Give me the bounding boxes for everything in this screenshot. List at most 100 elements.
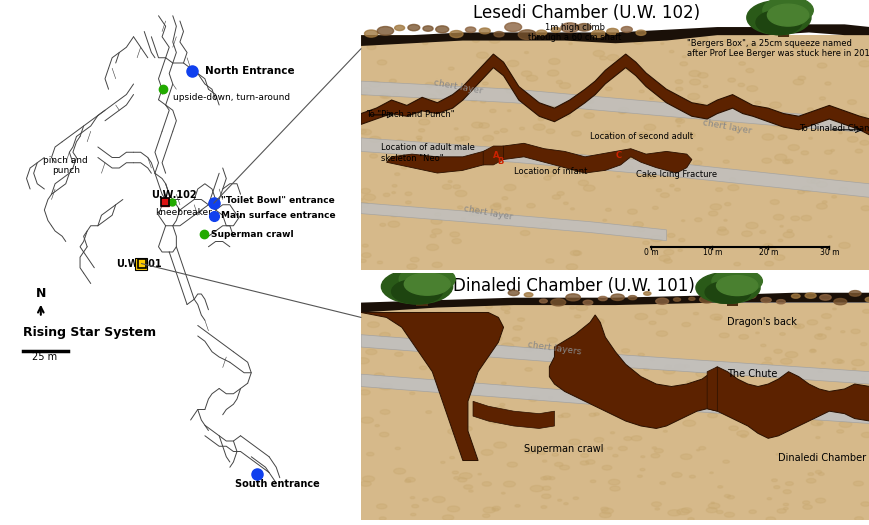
Circle shape [741, 231, 752, 237]
Circle shape [578, 98, 590, 104]
Circle shape [395, 111, 400, 113]
Polygon shape [548, 315, 869, 438]
Circle shape [663, 259, 672, 263]
Circle shape [547, 167, 558, 173]
Circle shape [637, 475, 641, 477]
Circle shape [501, 306, 510, 311]
Circle shape [605, 208, 611, 211]
Circle shape [360, 481, 371, 486]
Circle shape [380, 93, 390, 99]
Circle shape [675, 118, 681, 122]
Circle shape [649, 359, 653, 361]
Circle shape [405, 477, 415, 482]
Circle shape [448, 343, 455, 346]
Circle shape [500, 403, 504, 406]
Circle shape [504, 88, 507, 90]
Circle shape [573, 497, 578, 499]
Circle shape [790, 216, 799, 220]
Circle shape [746, 294, 755, 298]
Circle shape [501, 197, 507, 200]
Circle shape [832, 308, 835, 310]
Text: 30 m: 30 m [819, 248, 838, 257]
Polygon shape [361, 54, 869, 135]
Circle shape [583, 185, 594, 191]
Circle shape [676, 509, 689, 515]
Circle shape [740, 435, 746, 437]
Circle shape [709, 472, 713, 474]
Text: "Toilet Bowl" entrance: "Toilet Bowl" entrance [221, 196, 335, 205]
Circle shape [448, 67, 454, 70]
Circle shape [755, 10, 801, 35]
Circle shape [513, 326, 521, 330]
Circle shape [651, 502, 660, 507]
Text: N: N [36, 287, 46, 300]
Circle shape [681, 56, 686, 58]
Circle shape [568, 439, 580, 445]
Circle shape [734, 107, 741, 110]
Circle shape [457, 206, 462, 209]
Circle shape [730, 295, 741, 300]
Circle shape [706, 384, 717, 389]
Circle shape [588, 355, 598, 359]
Circle shape [802, 505, 812, 509]
Circle shape [850, 329, 859, 333]
Circle shape [559, 384, 568, 388]
Circle shape [819, 97, 825, 100]
Text: 0 m: 0 m [643, 248, 658, 257]
Circle shape [652, 206, 658, 209]
Circle shape [865, 297, 869, 302]
Text: Dragon's back: Dragon's back [726, 317, 797, 328]
Circle shape [358, 202, 368, 207]
Circle shape [504, 23, 521, 32]
Circle shape [620, 349, 629, 353]
Circle shape [816, 423, 820, 425]
Circle shape [489, 109, 495, 113]
Circle shape [536, 30, 546, 36]
Circle shape [356, 358, 368, 364]
Circle shape [719, 333, 728, 338]
Circle shape [557, 415, 562, 417]
Circle shape [361, 88, 371, 93]
Circle shape [764, 358, 771, 361]
Polygon shape [361, 374, 869, 424]
Circle shape [482, 507, 494, 513]
Circle shape [395, 140, 403, 144]
Circle shape [476, 52, 488, 58]
Circle shape [817, 334, 821, 337]
Circle shape [489, 419, 500, 424]
Circle shape [432, 162, 435, 164]
Circle shape [722, 160, 728, 163]
Circle shape [406, 322, 418, 328]
Circle shape [607, 55, 618, 61]
Circle shape [710, 502, 713, 503]
Polygon shape [361, 24, 869, 46]
Circle shape [687, 518, 693, 521]
Circle shape [784, 395, 793, 399]
Circle shape [797, 76, 805, 80]
Polygon shape [482, 146, 503, 165]
Circle shape [487, 153, 494, 157]
Circle shape [594, 437, 603, 442]
Circle shape [845, 41, 848, 43]
Circle shape [762, 244, 772, 249]
Circle shape [490, 335, 501, 341]
Circle shape [456, 156, 464, 160]
Circle shape [631, 436, 641, 441]
Circle shape [800, 186, 812, 192]
Circle shape [779, 225, 782, 227]
Text: chert layer: chert layer [462, 204, 513, 222]
Circle shape [860, 206, 869, 211]
Circle shape [395, 352, 402, 356]
Circle shape [580, 461, 588, 465]
Circle shape [463, 442, 468, 444]
Circle shape [429, 235, 435, 238]
Circle shape [360, 198, 363, 201]
Circle shape [695, 371, 707, 377]
Circle shape [389, 79, 396, 83]
Circle shape [848, 290, 860, 296]
Circle shape [583, 113, 594, 118]
Circle shape [846, 116, 856, 121]
Circle shape [463, 485, 472, 489]
Circle shape [379, 383, 392, 390]
Circle shape [653, 388, 665, 394]
